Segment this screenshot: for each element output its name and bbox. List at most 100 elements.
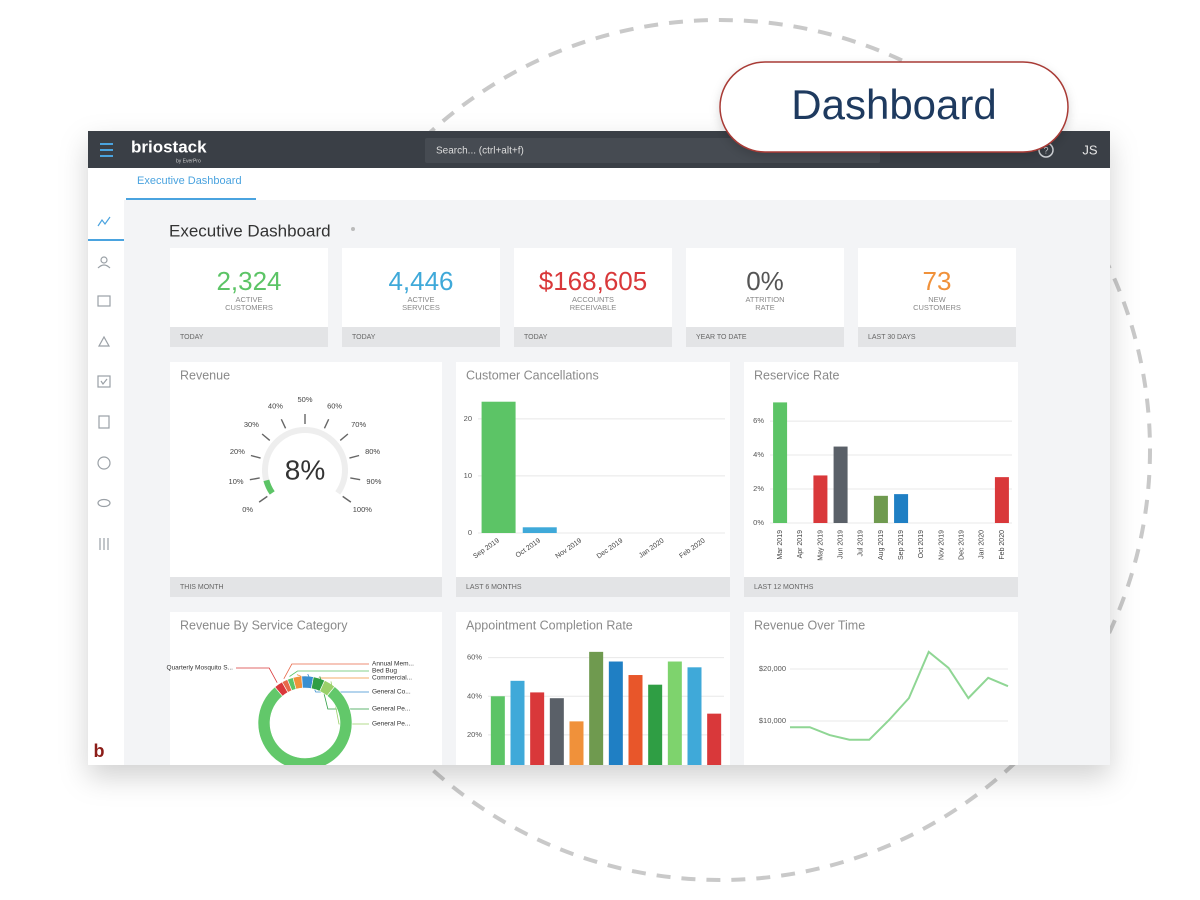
leader-line bbox=[236, 667, 278, 683]
kpi-label: RATE bbox=[755, 303, 774, 312]
kpi-card bbox=[686, 248, 844, 327]
line-series bbox=[790, 650, 1009, 741]
pie-label: General Pe... bbox=[372, 721, 410, 728]
help-glyph: ? bbox=[1043, 145, 1048, 155]
y-tick-label: 60% bbox=[467, 653, 482, 662]
bar bbox=[648, 684, 663, 765]
gauge-tick-label: 50% bbox=[297, 395, 312, 404]
chart-title: Revenue By Service Category bbox=[180, 618, 348, 632]
badge bbox=[719, 61, 1069, 153]
kpi-period: LAST 30 DAYS bbox=[868, 334, 916, 341]
x-tick-label: Dec 2019 bbox=[958, 530, 965, 560]
brand-sub: by EverPro bbox=[176, 158, 201, 164]
leader-line bbox=[307, 673, 369, 693]
pie-label: Bed Bug bbox=[372, 668, 397, 675]
gauge-tick-label: 40% bbox=[268, 402, 283, 411]
pie-slice bbox=[257, 686, 353, 765]
brand: briostack bbox=[131, 137, 207, 156]
gauge-value bbox=[263, 479, 275, 495]
y-tick-label: 4% bbox=[753, 450, 764, 459]
x-tick-label: Mar 2019 bbox=[777, 530, 784, 560]
kpi-value: 73 bbox=[923, 266, 952, 296]
y-tick-label: $20,000 bbox=[759, 664, 786, 673]
gauge-tick-label: 20% bbox=[230, 447, 245, 456]
gauge-tick-label: 60% bbox=[327, 402, 342, 411]
pie-label: Commercial... bbox=[372, 675, 412, 682]
menu-button[interactable] bbox=[100, 143, 113, 157]
y-tick-label: 0 bbox=[468, 528, 472, 537]
chart-footer-text: LAST 12 MONTHS bbox=[754, 584, 814, 591]
kpi-footer bbox=[514, 327, 672, 347]
kpi-label: ATTRITION bbox=[745, 295, 784, 304]
leader-line bbox=[283, 663, 369, 680]
chart-title: Revenue Over Time bbox=[754, 618, 865, 632]
bar bbox=[873, 495, 888, 523]
tab[interactable]: Executive Dashboard bbox=[137, 175, 242, 187]
kpi-footer bbox=[858, 327, 1016, 347]
kpi-value: 2,324 bbox=[216, 266, 281, 296]
leader-line bbox=[289, 670, 369, 677]
bar bbox=[549, 698, 564, 765]
y-tick-label: 0% bbox=[753, 518, 764, 527]
bar bbox=[490, 696, 505, 765]
bar bbox=[894, 494, 909, 523]
gauge-tick bbox=[339, 433, 349, 441]
chart-title: Reservice Rate bbox=[754, 368, 839, 382]
x-tick-label: Jul 2019 bbox=[858, 530, 865, 557]
bar bbox=[687, 667, 702, 765]
kpi-period: TODAY bbox=[180, 334, 204, 341]
x-tick-label: May 2019 bbox=[817, 530, 824, 561]
kpi-footer bbox=[686, 327, 844, 347]
gauge-tick bbox=[349, 454, 360, 459]
kpi-card bbox=[514, 248, 672, 327]
x-tick-label: Apr 2019 bbox=[797, 530, 804, 559]
kpi-label: NEW bbox=[928, 295, 946, 304]
pie-label: Annual Mem... bbox=[372, 661, 414, 668]
x-tick-label: Oct 2019 bbox=[918, 530, 925, 559]
chart-card bbox=[170, 612, 442, 765]
sidebar bbox=[88, 168, 124, 765]
badge-text: Dashboard bbox=[791, 81, 996, 128]
title-dot bbox=[351, 227, 355, 231]
gauge-tick-label: 30% bbox=[244, 420, 259, 429]
gauge-tick bbox=[261, 433, 271, 441]
kpi-label: SERVICES bbox=[402, 303, 440, 312]
chart-footer bbox=[170, 577, 442, 597]
y-tick-label: 2% bbox=[753, 484, 764, 493]
kpi-footer bbox=[342, 327, 500, 347]
chart-card bbox=[744, 612, 1018, 765]
gauge-tick bbox=[350, 477, 361, 481]
pie-label: General Pe... bbox=[372, 706, 410, 713]
pie-label: General Co... bbox=[372, 689, 411, 696]
chart-title: Customer Cancellations bbox=[466, 368, 599, 382]
chart-card bbox=[744, 362, 1018, 597]
chart-title: Revenue bbox=[180, 368, 230, 382]
kpi-label: RECEIVABLE bbox=[570, 303, 617, 312]
kpi-value: 4,446 bbox=[388, 266, 453, 296]
tab-bar bbox=[124, 168, 1110, 200]
kpi-footer bbox=[170, 327, 328, 347]
bar bbox=[522, 527, 557, 533]
user-initials[interactable]: JS bbox=[1082, 142, 1098, 157]
gauge-track bbox=[262, 427, 348, 495]
bar bbox=[667, 661, 682, 765]
kpi-label: ACCOUNTS bbox=[572, 295, 614, 304]
x-tick-label: Aug 2019 bbox=[878, 530, 885, 560]
kpi-value: $168,605 bbox=[539, 266, 647, 296]
kpi-label: CUSTOMERS bbox=[225, 303, 273, 312]
x-tick-label: Feb 2020 bbox=[999, 530, 1006, 560]
y-tick-label: 10 bbox=[464, 471, 472, 480]
gauge-tick bbox=[258, 495, 268, 503]
y-tick-label: 20 bbox=[464, 414, 472, 423]
bar bbox=[569, 721, 584, 765]
y-tick-label: $10,000 bbox=[759, 716, 786, 725]
kpi-card bbox=[858, 248, 1016, 327]
sidebar-icons[interactable] bbox=[97, 216, 111, 550]
pie-label: Quarterly Mosquito S... bbox=[167, 665, 234, 672]
gauge-tick-label: 10% bbox=[229, 477, 244, 486]
chart-footer-text: LAST 6 MONTHS bbox=[466, 584, 522, 591]
bar bbox=[481, 401, 516, 533]
gauge-tick-label: 80% bbox=[365, 447, 380, 456]
